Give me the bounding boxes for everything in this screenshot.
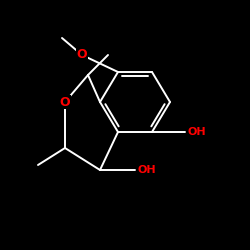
- Text: OH: OH: [187, 127, 206, 137]
- Text: O: O: [60, 96, 70, 108]
- Text: O: O: [77, 48, 87, 62]
- Text: OH: OH: [137, 165, 156, 175]
